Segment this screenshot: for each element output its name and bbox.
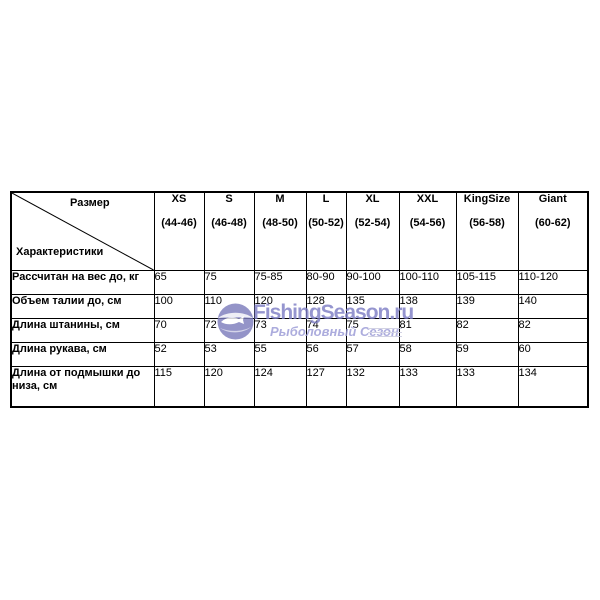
- value-cell: 110: [203, 294, 255, 319]
- value-cell: 134: [517, 366, 589, 407]
- value-cell: 74: [305, 318, 347, 343]
- value-cell: 139: [455, 294, 519, 319]
- size-label: XXL: [416, 193, 439, 205]
- value-cell: 138: [398, 294, 457, 319]
- size-range-label: (46-48): [211, 217, 247, 229]
- size-label: KingSize: [463, 193, 511, 205]
- size-label: M: [275, 193, 285, 205]
- value-cell: 75: [203, 270, 255, 295]
- row-label: Объем талии до, см: [10, 294, 155, 319]
- diagonal-line: [12, 193, 153, 270]
- value-cell: 57: [345, 342, 400, 367]
- value-cell: 82: [455, 318, 519, 343]
- value-cell: 120: [253, 294, 307, 319]
- value-cell: 132: [345, 366, 400, 407]
- column-header-giant: Giant (60-62): [517, 191, 589, 271]
- size-range-label: (60-62): [535, 217, 571, 229]
- value-cell: 105-115: [455, 270, 519, 295]
- table-body: Рассчитан на вес до, кг 65 75 75-85 80-90 90-…: [10, 270, 589, 407]
- size-range-label: (44-46): [161, 217, 197, 229]
- value-cell: 75-85: [253, 270, 307, 295]
- size-range-label: (54-56): [409, 217, 446, 229]
- table-row: Длина штанины, см 70 72 73 74 75 81 82 82: [10, 318, 589, 343]
- value-cell: 120: [203, 366, 255, 407]
- size-label: XL: [365, 193, 380, 205]
- column-header-s: S (46-48): [203, 191, 255, 271]
- corner-characteristics-label: Характеристики: [16, 246, 104, 258]
- value-cell: 82: [517, 318, 589, 343]
- value-cell: 110-120: [517, 270, 589, 295]
- size-label: L: [322, 193, 330, 205]
- value-cell: 60: [517, 342, 589, 367]
- value-cell: 70: [153, 318, 205, 343]
- size-range-label: (50-52): [308, 217, 344, 229]
- value-cell: 140: [517, 294, 589, 319]
- row-label: Длина рукава, см: [10, 342, 155, 367]
- value-cell: 52: [153, 342, 205, 367]
- value-cell: 115: [153, 366, 205, 407]
- value-cell: 133: [398, 366, 457, 407]
- value-cell: 73: [253, 318, 307, 343]
- value-cell: 72: [203, 318, 255, 343]
- size-label: S: [225, 193, 233, 205]
- column-header-xxl: XXL (54-56): [398, 191, 457, 271]
- value-cell: 80-90: [305, 270, 347, 295]
- row-label: Рассчитан на вес до, кг: [10, 270, 155, 295]
- value-cell: 81: [398, 318, 457, 343]
- value-cell: 53: [203, 342, 255, 367]
- value-cell: 56: [305, 342, 347, 367]
- value-cell: 100-110: [398, 270, 457, 295]
- header-row: Размер Характеристики XS (44-46) S (46-48) M…: [10, 191, 589, 271]
- value-cell: 55: [253, 342, 307, 367]
- value-cell: 90-100: [345, 270, 400, 295]
- size-chart-table: Размер Характеристики XS (44-46) S (46-48) M…: [10, 191, 589, 408]
- size-label: Giant: [538, 193, 567, 205]
- column-header-m: M (48-50): [253, 191, 307, 271]
- value-cell: 65: [153, 270, 205, 295]
- value-cell: 124: [253, 366, 307, 407]
- size-label: XS: [171, 193, 187, 205]
- value-cell: 100: [153, 294, 205, 319]
- value-cell: 75: [345, 318, 400, 343]
- table-row: Длина от подмышки до низа, см 115 120 124 12…: [10, 366, 589, 407]
- column-header-xl: XL (52-54): [345, 191, 400, 271]
- column-header-xs: XS (44-46): [153, 191, 205, 271]
- size-range-label: (56-58): [469, 217, 505, 229]
- value-cell: 127: [305, 366, 347, 407]
- table-row: Рассчитан на вес до, кг 65 75 75-85 80-90 90-…: [10, 270, 589, 295]
- row-label: Длина от подмышки до низа, см: [10, 366, 155, 407]
- value-cell: 59: [455, 342, 519, 367]
- size-range-label: (48-50): [262, 217, 298, 229]
- column-header-l: L (50-52): [305, 191, 347, 271]
- table-row: Длина рукава, см 52 53 55 56 57 58 59 60: [10, 342, 589, 367]
- column-header-kingsize: KingSize (56-58): [455, 191, 519, 271]
- size-range-label: (52-54): [354, 217, 391, 229]
- table-row: Объем талии до, см 100 110 120 128 135 138 139 1…: [10, 294, 589, 319]
- value-cell: 133: [455, 366, 519, 407]
- value-cell: 135: [345, 294, 400, 319]
- value-cell: 128: [305, 294, 347, 319]
- corner-cell: Размер Характеристики: [10, 191, 155, 271]
- row-label: Длина штанины, см: [10, 318, 155, 343]
- corner-size-label: Размер: [70, 197, 110, 209]
- value-cell: 58: [398, 342, 457, 367]
